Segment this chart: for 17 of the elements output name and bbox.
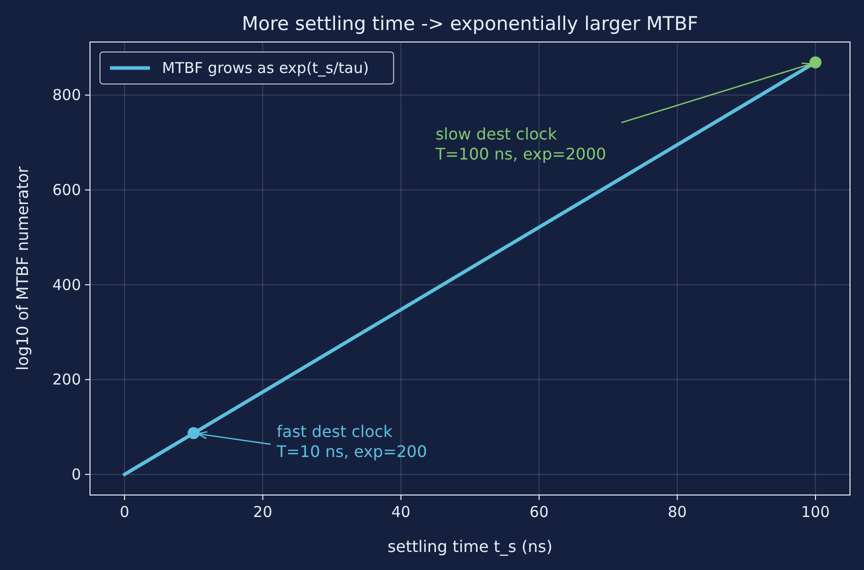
x-tick-label: 80 [668, 503, 687, 521]
legend-label: MTBF grows as exp(t_s/tau) [162, 59, 369, 77]
chart-title: More settling time -> exponentially larger MTBF [242, 13, 698, 35]
x-tick-label: 0 [120, 503, 130, 521]
x-axis-title: settling time t_s (ns) [388, 537, 552, 556]
y-tick-label: 400 [52, 276, 81, 294]
x-tick-label: 60 [530, 503, 549, 521]
annotation: fast dest clock T=10 ns, exp=200 [276, 422, 428, 462]
x-tick-label: 100 [801, 503, 830, 521]
y-tick-label: 800 [52, 86, 81, 104]
x-tick-label: 40 [391, 503, 410, 521]
y-tick-label: 200 [52, 370, 81, 389]
y-axis-title: log10 of MTBF numerator [13, 166, 32, 370]
x-tick-label: 20 [253, 503, 272, 521]
y-tick-label: 0 [71, 465, 81, 484]
annotation: slow dest clock T=100 ns, exp=2000 [434, 124, 606, 164]
y-tick-label: 600 [52, 180, 81, 199]
